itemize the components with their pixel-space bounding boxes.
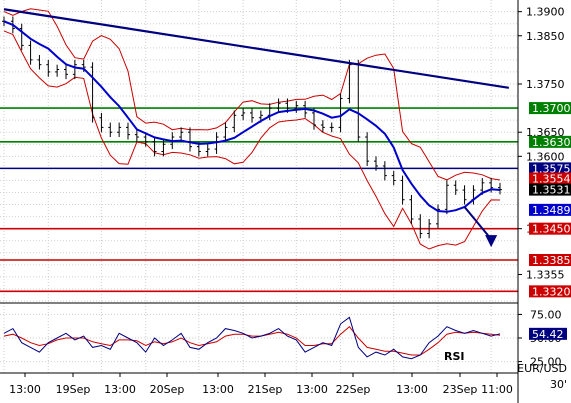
price-tags: 1.3700 1.3630 1.3575 1.3450 1.3385 1.3320 1.35… [529, 102, 571, 298]
arrow-shaft [463, 206, 492, 240]
level-tag: 1.3630 [532, 136, 571, 149]
timeframe-label: 30' [550, 378, 567, 391]
level-tag: 1.3450 [532, 223, 571, 236]
symbol-label: EUR/USD [517, 362, 567, 375]
time-axis-label: 19Sep [56, 383, 91, 396]
moving-average-line [3, 20, 501, 213]
time-axis-label: 11:00 [481, 383, 513, 396]
level-tag-bg [529, 222, 571, 235]
rsi-current-value: 54.42 [532, 328, 564, 341]
level-tag: 1.3700 [532, 102, 571, 115]
time-axis-label: 22Sep [336, 383, 371, 396]
rsi-label: RSI [444, 350, 465, 363]
time-axis-label: 13:00 [202, 383, 234, 396]
price-axis-label: 1.3900 [526, 6, 565, 19]
price-tag-bg [529, 172, 571, 185]
level-tag-bg [529, 162, 571, 175]
time-axis-label: 13:00 [296, 383, 328, 396]
price-tag: 1.3531 [532, 184, 571, 197]
level-tag-bg [529, 102, 571, 115]
time-axis-label: 13:00 [104, 383, 136, 396]
rsi-grid [0, 313, 518, 363]
rsi-axis-label: 25.00 [530, 356, 562, 369]
price-axis-label: 1.3750 [526, 78, 565, 91]
time-axis: 13:00 19Sep 13:00 20Sep 13:00 21Sep 13:00 22Sep… [9, 373, 513, 396]
rsi-axis-label: 75.00 [530, 308, 562, 321]
level-tag-bg [529, 285, 571, 298]
price-axis-label: 1.3355 [526, 268, 565, 281]
level-tag-bg [529, 135, 571, 148]
price-tag-bg [529, 203, 571, 216]
time-axis-label: 20Sep [150, 383, 185, 396]
resistance-trendline [3, 8, 510, 89]
level-tag: 1.3575 [532, 162, 571, 175]
level-tag: 1.3320 [532, 285, 571, 298]
support-resistance-lines [0, 107, 518, 293]
arrow-head [485, 235, 498, 248]
price-axis-label: 1.3850 [526, 30, 565, 43]
price-tag: 1.3554 [532, 173, 571, 186]
trendline [3, 8, 510, 89]
price-series [2, 16, 502, 239]
price-axis-label: 1.3600 [526, 150, 565, 163]
rsi-current-bg [529, 327, 567, 340]
forecast-arrow [463, 206, 498, 248]
moving-average [3, 20, 501, 213]
price-tag: 1.3489 [532, 204, 571, 217]
time-axis-label: 13:00 [396, 383, 428, 396]
level-tag-bg [529, 254, 571, 267]
rsi-line [3, 316, 501, 360]
price-tag-bg [529, 183, 571, 196]
time-axis-label: 13:00 [9, 383, 41, 396]
bollinger-lower [3, 30, 501, 250]
bollinger-bands [3, 8, 501, 250]
bollinger-upper [3, 8, 501, 181]
time-axis-label: 23Sep [443, 383, 478, 396]
level-tag: 1.3385 [532, 254, 571, 267]
time-axis-label: 21Sep [248, 383, 283, 396]
